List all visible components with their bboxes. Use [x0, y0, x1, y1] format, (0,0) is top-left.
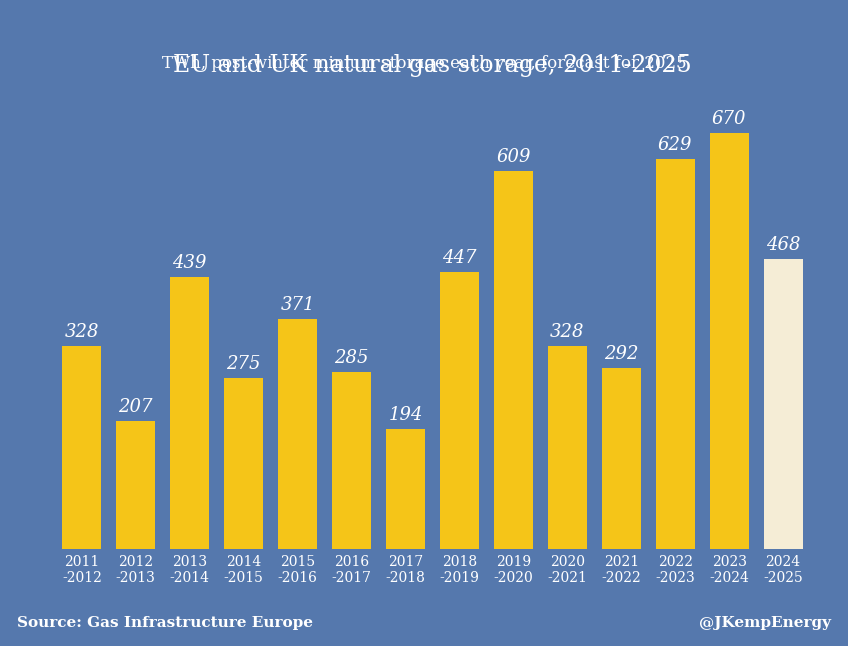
- Text: 194: 194: [388, 406, 423, 424]
- Bar: [63, 346, 101, 549]
- Text: 328: 328: [550, 322, 584, 340]
- Bar: [440, 272, 479, 549]
- Text: 371: 371: [281, 296, 315, 314]
- Bar: [386, 429, 425, 549]
- Text: 439: 439: [172, 254, 207, 272]
- Text: @JKempEnergy: @JKempEnergy: [699, 616, 831, 630]
- Bar: [764, 258, 802, 549]
- Bar: [116, 421, 155, 549]
- Bar: [170, 276, 209, 549]
- Bar: [602, 368, 641, 549]
- Text: Source: Gas Infrastructure Europe: Source: Gas Infrastructure Europe: [17, 616, 313, 630]
- Bar: [548, 346, 587, 549]
- Text: 468: 468: [766, 236, 801, 254]
- Text: 285: 285: [334, 349, 369, 368]
- Bar: [494, 171, 533, 549]
- Bar: [278, 319, 317, 549]
- Text: 670: 670: [712, 110, 746, 129]
- Text: 328: 328: [64, 322, 99, 340]
- Bar: [710, 133, 749, 549]
- Text: 629: 629: [658, 136, 693, 154]
- Text: 292: 292: [604, 345, 639, 363]
- Text: 207: 207: [119, 398, 153, 415]
- Bar: [224, 379, 263, 549]
- Text: 609: 609: [496, 148, 531, 166]
- Title: EU and UK natural gas storage, 2011-2025: EU and UK natural gas storage, 2011-2025: [173, 54, 692, 77]
- Text: TWh, post-winter minium storage each year, forecast for 2025: TWh, post-winter minium storage each yea…: [162, 55, 686, 72]
- Text: 275: 275: [226, 355, 261, 373]
- Text: 447: 447: [442, 249, 477, 267]
- Bar: [332, 372, 371, 549]
- Bar: [656, 159, 695, 549]
